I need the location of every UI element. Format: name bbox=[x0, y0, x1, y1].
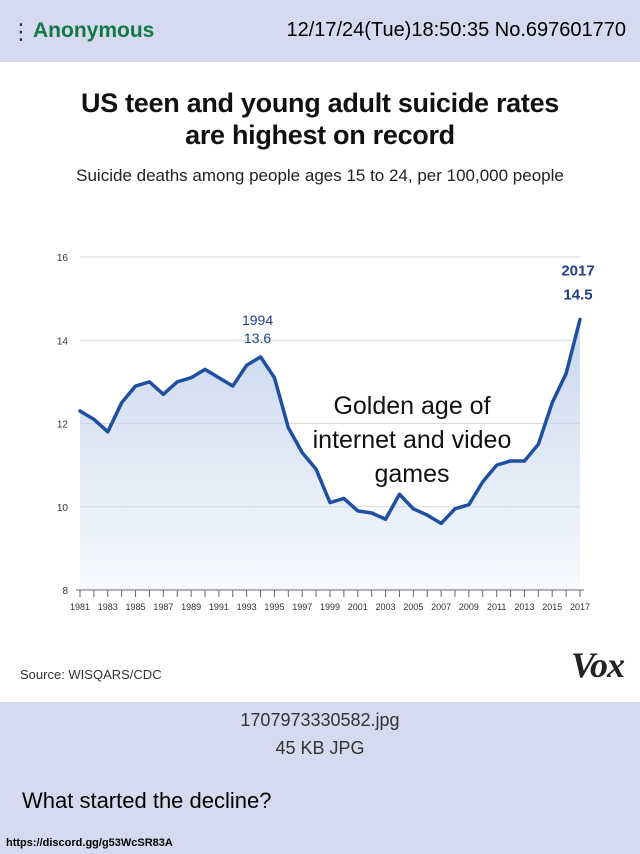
data-point-2000 bbox=[342, 497, 345, 500]
x-tick-label-2011: 2011 bbox=[487, 602, 506, 612]
post-meta: 12/17/24(Tue)18:50:35 No.697601770 bbox=[286, 19, 626, 42]
post-header: ⋮ Anonymous 12/17/24(Tue)18:50:35 No.697… bbox=[0, 0, 640, 62]
data-point-2017 bbox=[579, 318, 582, 321]
x-tick-label-1981: 1981 bbox=[70, 602, 90, 612]
y-tick-label-12: 12 bbox=[57, 420, 69, 431]
x-tick-label-2015: 2015 bbox=[542, 602, 562, 612]
post-image[interactable]: US teen and young adult suicide rates ar… bbox=[0, 62, 640, 702]
x-tick-label-2003: 2003 bbox=[376, 602, 396, 612]
source-label: Source: WISQARS/CDC bbox=[20, 667, 162, 682]
data-point-2008 bbox=[454, 507, 457, 510]
data-point-1987 bbox=[162, 393, 165, 396]
data-point-1997 bbox=[301, 451, 304, 454]
data-point-1998 bbox=[315, 468, 318, 471]
vertical-dots-icon[interactable]: ⋮ bbox=[10, 19, 32, 44]
x-tick-label-1997: 1997 bbox=[292, 602, 312, 612]
data-point-1988 bbox=[176, 380, 179, 383]
chart-title-line-1: US teen and young adult suicide rates bbox=[81, 88, 559, 118]
y-tick-label-16: 16 bbox=[57, 253, 69, 264]
data-point-2016 bbox=[565, 372, 568, 375]
annotation-year-2017: 2017 bbox=[561, 262, 594, 279]
data-point-1993 bbox=[245, 364, 248, 367]
annotation-value-2017: 14.5 bbox=[563, 286, 592, 303]
x-tick-label-1995: 1995 bbox=[264, 602, 284, 612]
data-point-1985 bbox=[134, 385, 137, 388]
data-point-1991 bbox=[217, 376, 220, 379]
x-tick-label-1983: 1983 bbox=[98, 602, 118, 612]
post-comment: What started the decline? bbox=[22, 788, 272, 813]
data-point-1996 bbox=[287, 426, 290, 429]
data-point-1995 bbox=[273, 376, 276, 379]
data-point-1984 bbox=[120, 401, 123, 404]
x-tick-label-1989: 1989 bbox=[181, 602, 201, 612]
data-point-2009 bbox=[467, 503, 470, 506]
data-point-2003 bbox=[384, 518, 387, 521]
annotation-value-1994: 13.6 bbox=[244, 330, 271, 346]
y-tick-label-14: 14 bbox=[57, 336, 69, 347]
data-point-1992 bbox=[231, 385, 234, 388]
data-point-2013 bbox=[523, 459, 526, 462]
data-point-2006 bbox=[426, 514, 429, 517]
x-tick-label-1999: 1999 bbox=[320, 602, 340, 612]
overlay-text-line-3: games bbox=[374, 460, 449, 488]
data-point-2002 bbox=[370, 511, 373, 514]
vox-logo: Vox bbox=[570, 645, 625, 685]
data-point-2007 bbox=[440, 522, 443, 525]
post-number[interactable]: No.697601770 bbox=[494, 19, 626, 41]
data-point-2012 bbox=[509, 459, 512, 462]
file-name-link[interactable]: 1707973330582.jpg bbox=[240, 710, 400, 730]
series-area bbox=[80, 319, 580, 590]
series-line bbox=[78, 317, 582, 526]
annotation-year-1994: 1994 bbox=[242, 312, 273, 328]
data-point-1982 bbox=[92, 418, 95, 421]
data-point-2010 bbox=[481, 480, 484, 483]
data-point-1981 bbox=[79, 410, 82, 413]
overlay-text-line-2: internet and video bbox=[313, 426, 512, 454]
chart-subtitle: Suicide deaths among people ages 15 to 2… bbox=[76, 166, 564, 185]
file-size: 45 KB JPG bbox=[275, 738, 365, 758]
chart-title-line-2: are highest on record bbox=[185, 120, 455, 150]
data-point-2004 bbox=[398, 493, 401, 496]
x-tick-label-1991: 1991 bbox=[209, 602, 229, 612]
overlay-text-line-1: Golden age of bbox=[333, 392, 490, 420]
x-tick-label-2001: 2001 bbox=[348, 602, 368, 612]
data-point-2015 bbox=[551, 401, 554, 404]
x-tick-label-2007: 2007 bbox=[431, 602, 451, 612]
y-tick-label-8: 8 bbox=[62, 586, 68, 597]
post-datetime: 12/17/24(Tue)18:50:35 bbox=[286, 19, 490, 41]
x-tick-label-2009: 2009 bbox=[459, 602, 479, 612]
x-tick-label-1987: 1987 bbox=[153, 602, 173, 612]
data-point-1994 bbox=[259, 355, 262, 358]
data-point-2005 bbox=[412, 507, 415, 510]
poster-name: Anonymous bbox=[33, 19, 155, 42]
data-point-1983 bbox=[106, 430, 109, 433]
data-point-2001 bbox=[356, 509, 359, 512]
data-point-1990 bbox=[204, 368, 207, 371]
x-tick-label-1985: 1985 bbox=[126, 602, 146, 612]
data-point-1999 bbox=[329, 501, 332, 504]
data-point-1986 bbox=[148, 380, 151, 383]
y-tick-label-10: 10 bbox=[57, 503, 69, 514]
data-point-2014 bbox=[537, 443, 540, 446]
data-point-2011 bbox=[495, 464, 498, 467]
x-tick-label-2005: 2005 bbox=[403, 602, 423, 612]
footer-link[interactable]: https://discord.gg/g53WcSR83A bbox=[6, 837, 173, 849]
x-tick-label-2013: 2013 bbox=[514, 602, 534, 612]
data-point-1989 bbox=[190, 376, 193, 379]
x-tick-label-1993: 1993 bbox=[237, 602, 257, 612]
x-tick-label-2017: 2017 bbox=[570, 602, 590, 612]
